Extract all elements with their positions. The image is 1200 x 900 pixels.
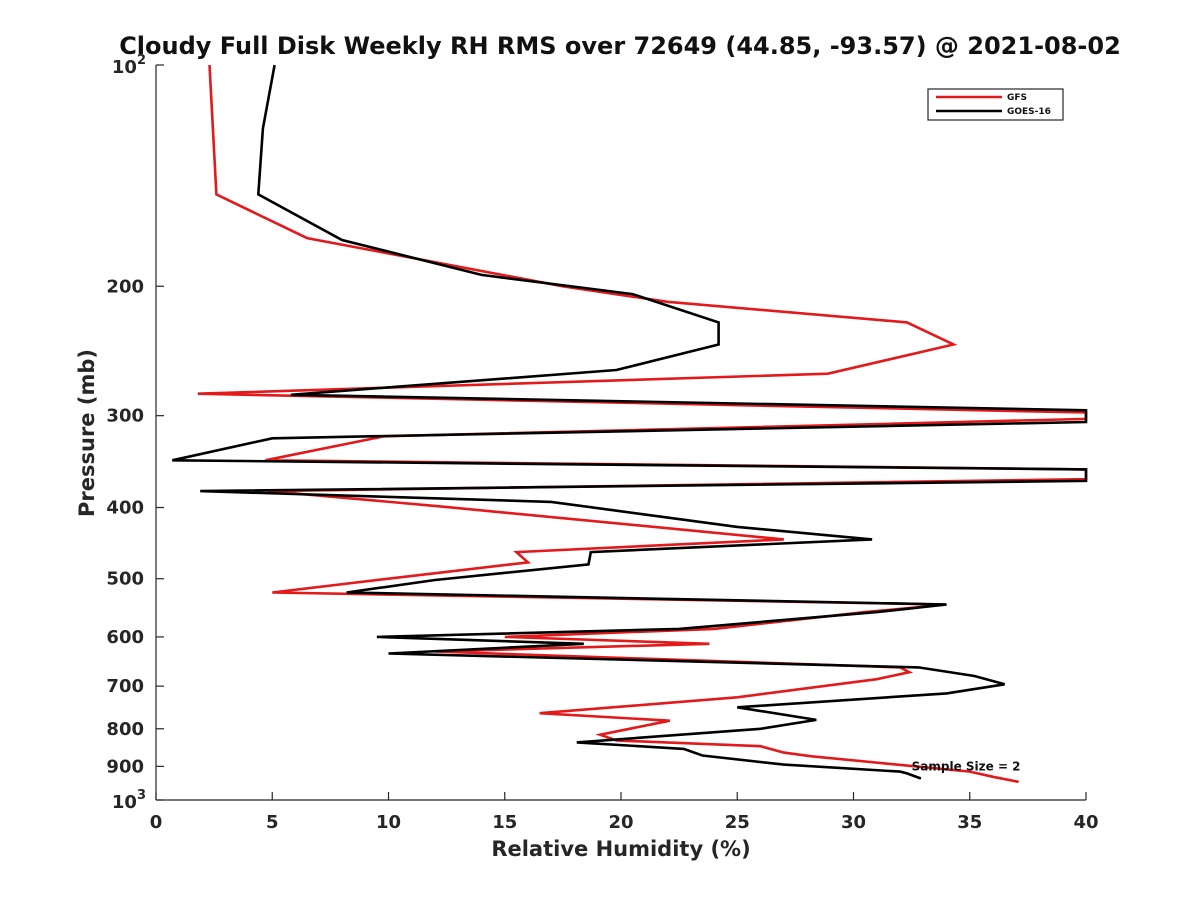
y-tick-label: 700 bbox=[106, 676, 144, 697]
chart-title: Cloudy Full Disk Weekly RH RMS over 7264… bbox=[119, 32, 1121, 60]
y-tick-label: 102 bbox=[112, 53, 146, 78]
x-tick-label: 5 bbox=[266, 812, 279, 833]
y-tick-label: 103 bbox=[112, 788, 146, 813]
x-tick-label: 0 bbox=[150, 812, 163, 833]
y-tick-label: 300 bbox=[106, 406, 144, 427]
x-axis-label: Relative Humidity (%) bbox=[491, 837, 750, 861]
legend-box bbox=[927, 88, 1064, 121]
y-tick-label: 400 bbox=[106, 498, 144, 519]
series-layer bbox=[172, 64, 1088, 784]
y-axis-label: Pressure (mb) bbox=[75, 349, 99, 517]
x-tick-label: 40 bbox=[1073, 812, 1098, 833]
x-tick-label: 35 bbox=[957, 812, 982, 833]
legend-label-goes16: GOES-16 bbox=[1007, 107, 1051, 117]
series-line-gfs bbox=[197, 64, 1088, 784]
legend-label-gfs: GFS bbox=[1007, 93, 1027, 103]
y-ticks: 200 300 400 500 600 700 800 900 102 103 bbox=[106, 53, 164, 813]
x-tick-label: 25 bbox=[725, 812, 750, 833]
plot-area: 0 5 10 15 20 25 30 35 40 200 300 400 500 600 700 800 90… bbox=[106, 53, 1098, 833]
x-tick-label: 30 bbox=[841, 812, 866, 833]
x-tick-label: 15 bbox=[492, 812, 517, 833]
y-tick-label: 200 bbox=[106, 276, 144, 297]
x-tick-label: 10 bbox=[376, 812, 401, 833]
series-line-goes16 bbox=[172, 64, 1088, 780]
y-tick-label: 900 bbox=[106, 756, 144, 777]
legend: GFS GOES-16 bbox=[927, 88, 1064, 121]
y-tick-label: 800 bbox=[106, 719, 144, 740]
y-tick-label: 600 bbox=[106, 627, 144, 648]
y-tick-label: 500 bbox=[106, 569, 144, 590]
x-ticks: 0 5 10 15 20 25 30 35 40 bbox=[150, 792, 1099, 833]
sample-size-annotation: Sample Size = 2 bbox=[912, 759, 1021, 773]
x-tick-label: 20 bbox=[608, 812, 633, 833]
